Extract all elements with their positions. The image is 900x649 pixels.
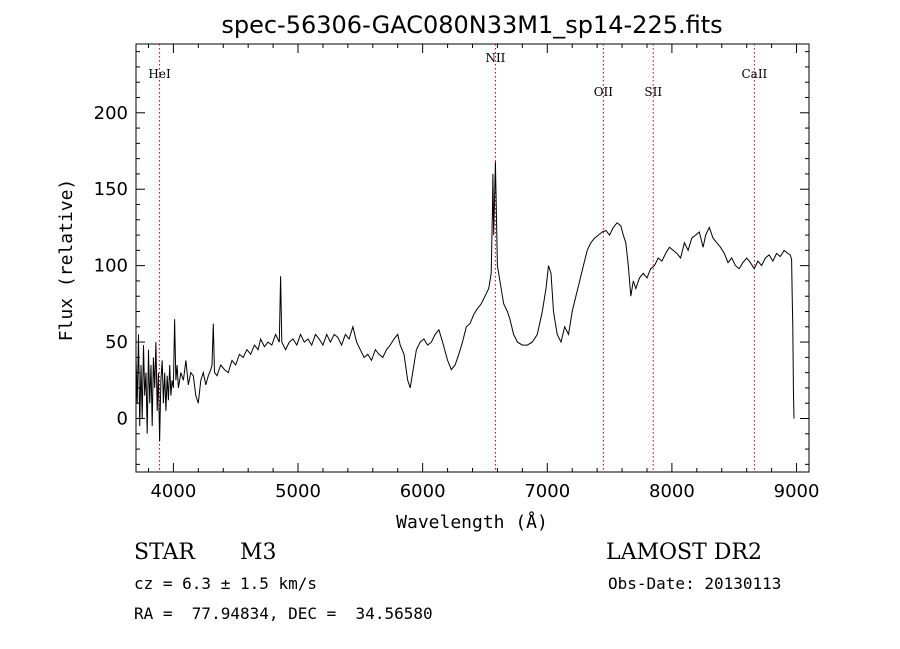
plot-frame bbox=[135, 43, 810, 473]
observation-date: Obs-Date: 20130113 bbox=[608, 574, 782, 593]
emission-line-label: OII bbox=[594, 85, 614, 99]
redshift-readout: cz = 6.3 ± 1.5 km/s bbox=[134, 574, 318, 593]
x-tick-label: 5000 bbox=[275, 481, 321, 502]
emission-line-label: SII bbox=[644, 85, 662, 99]
y-tick-label: 0 bbox=[117, 409, 128, 430]
x-axis-label: Wavelength (Å) bbox=[396, 511, 548, 533]
emission-line-markers: HeI NII OII SII CaII bbox=[148, 44, 768, 472]
object-subclass: M3 bbox=[240, 540, 277, 565]
x-tick-label: 6000 bbox=[400, 481, 446, 502]
coordinates-readout: RA = 77.94834, DEC = 34.56580 bbox=[134, 604, 433, 623]
y-tick-label: 150 bbox=[94, 179, 128, 200]
object-type: STAR bbox=[134, 540, 195, 565]
y-tick-label: 200 bbox=[94, 103, 128, 124]
survey-name: LAMOST DR2 bbox=[606, 540, 762, 565]
y-axis-label: Flux (relative) bbox=[56, 179, 77, 342]
emission-line-label: NII bbox=[485, 51, 505, 65]
x-tick-label: 7000 bbox=[524, 481, 570, 502]
x-tick-label: 4000 bbox=[150, 481, 196, 502]
x-tick-label: 8000 bbox=[649, 481, 695, 502]
y-tick-label: 50 bbox=[105, 332, 128, 353]
chart-title: spec-56306-GAC080N33M1_sp14-225.fits bbox=[221, 11, 722, 39]
emission-line-label: HeI bbox=[148, 67, 171, 81]
axis-ticks: 4000 5000 6000 7000 8000 9000 0 50 100 150 200 bbox=[94, 44, 820, 502]
x-tick-label: 9000 bbox=[774, 481, 820, 502]
spectrum-chart: spec-56306-GAC080N33M1_sp14-225.fits HeI… bbox=[56, 11, 820, 533]
spectrum-line bbox=[135, 161, 795, 442]
emission-line-label: CaII bbox=[741, 67, 767, 81]
y-tick-label: 100 bbox=[94, 256, 128, 277]
